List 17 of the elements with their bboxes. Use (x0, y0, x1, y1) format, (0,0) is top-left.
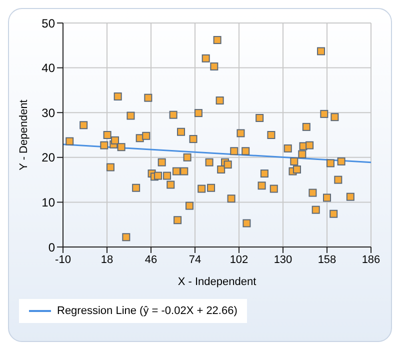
x-axis-title: X - Independent (178, 276, 256, 288)
y-tick-label: 0 (48, 240, 56, 254)
x-tick-label: -10 (55, 254, 71, 266)
legend-label: Regression Line (ŷ = -0.02X + 22.66) (57, 305, 238, 317)
y-tick-label: 20 (42, 150, 56, 165)
x-tick-label: 130 (274, 254, 292, 266)
y-tick-label: 50 (42, 16, 56, 30)
x-tick-label: 158 (318, 254, 336, 266)
y-axis-title: Y - Dependent (18, 100, 30, 170)
x-tick-label: 74 (188, 254, 202, 266)
y-tick-label: 40 (42, 61, 56, 76)
x-tick-label: 46 (144, 254, 158, 266)
x-tick-label: 102 (230, 254, 248, 266)
y-tick-label: 30 (42, 106, 56, 120)
x-tick-label: 18 (100, 254, 114, 266)
x-tick-label: 186 (362, 254, 380, 266)
y-tick-label: 10 (42, 195, 56, 210)
